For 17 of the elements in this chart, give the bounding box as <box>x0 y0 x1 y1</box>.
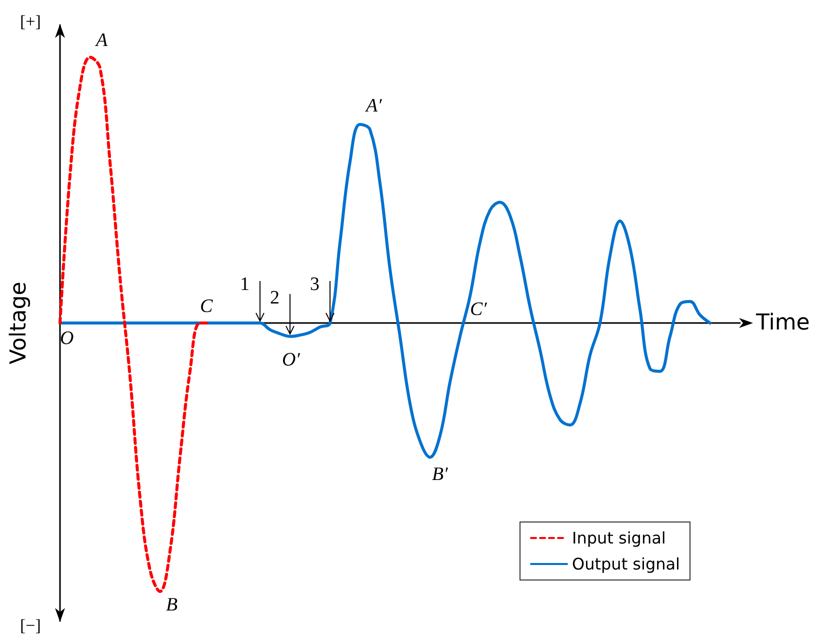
legend-label: Input signal <box>572 528 666 548</box>
annotation: 1 <box>240 274 250 295</box>
annotation: B′ <box>432 464 449 486</box>
annotation: C <box>200 296 213 317</box>
text: A <box>94 30 108 52</box>
annotation: O′ <box>282 349 301 370</box>
text: [+] <box>20 12 41 31</box>
annotation: C′ <box>470 299 488 320</box>
annotation: 2 <box>270 287 280 308</box>
text: B <box>166 594 178 616</box>
annotation: O <box>60 328 74 349</box>
annotation: 3 <box>310 274 320 295</box>
y-axis-title: Voltage <box>6 282 32 364</box>
legend-label: Output signal <box>572 554 680 574</box>
annotation: A′ <box>364 95 383 116</box>
text: [−] <box>20 616 41 635</box>
x-axis-title: Time <box>755 310 810 336</box>
